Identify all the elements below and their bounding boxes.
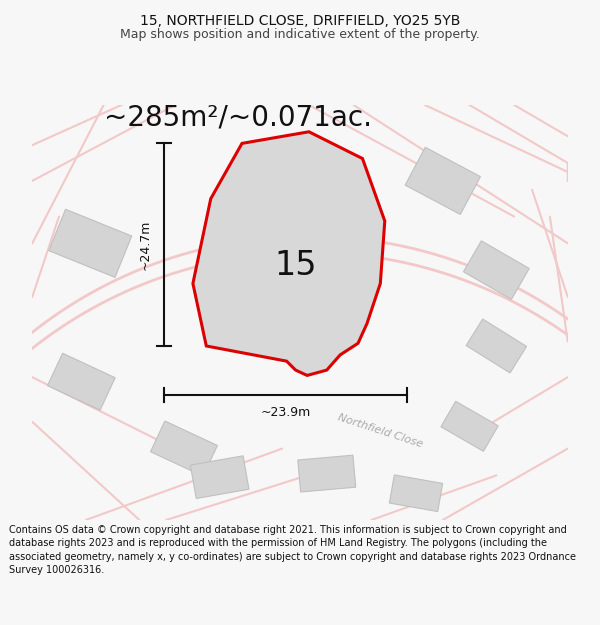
Text: ~285m²/~0.071ac.: ~285m²/~0.071ac. (104, 104, 371, 132)
Text: Map shows position and indicative extent of the property.: Map shows position and indicative extent… (120, 28, 480, 41)
Polygon shape (49, 209, 132, 278)
Polygon shape (151, 421, 217, 476)
Polygon shape (193, 132, 385, 376)
Text: 15, NORTHFIELD CLOSE, DRIFFIELD, YO25 5YB: 15, NORTHFIELD CLOSE, DRIFFIELD, YO25 5Y… (140, 14, 460, 28)
Text: 15: 15 (274, 249, 317, 282)
Polygon shape (463, 241, 529, 299)
Polygon shape (298, 455, 356, 492)
Polygon shape (466, 319, 527, 373)
Text: ~24.7m: ~24.7m (139, 219, 152, 270)
Polygon shape (209, 193, 338, 311)
Polygon shape (47, 353, 115, 410)
Polygon shape (405, 148, 481, 214)
Text: ~23.9m: ~23.9m (260, 406, 311, 419)
Text: Contains OS data © Crown copyright and database right 2021. This information is : Contains OS data © Crown copyright and d… (9, 525, 576, 575)
Polygon shape (441, 401, 498, 451)
Polygon shape (389, 475, 443, 511)
Polygon shape (190, 456, 249, 499)
Text: Northfield Close: Northfield Close (337, 412, 424, 449)
